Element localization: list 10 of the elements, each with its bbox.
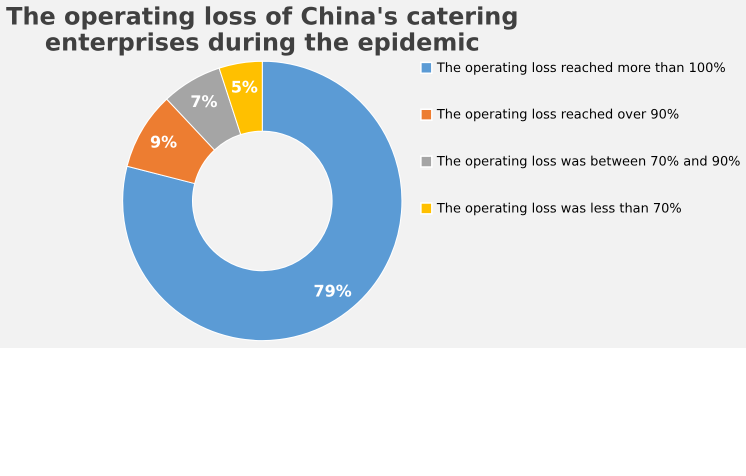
data-label: 79% bbox=[314, 282, 352, 301]
data-label: 7% bbox=[190, 92, 218, 112]
legend-label: The operating loss reached over 90% bbox=[436, 108, 680, 123]
legend-label: The operating loss was between 70% and 90% bbox=[436, 154, 740, 170]
legend-label: The operating loss reached more than 100% bbox=[436, 60, 726, 76]
donut-slice bbox=[122, 60, 402, 341]
data-label: 9% bbox=[150, 132, 178, 152]
data-label: 5% bbox=[230, 78, 258, 97]
legend-label: The operating loss was less than 70% bbox=[436, 201, 682, 216]
chart-title: The operating loss of China's catering enterprises during the epidemic bbox=[6, 2, 518, 56]
